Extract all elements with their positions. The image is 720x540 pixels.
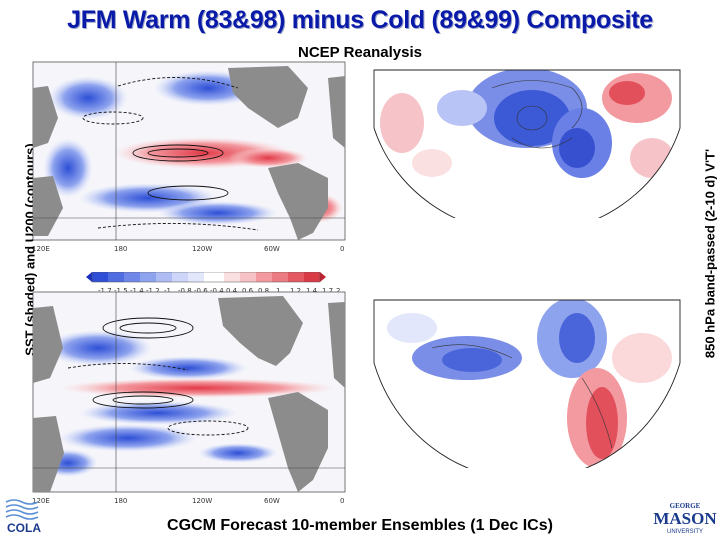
u200-contours xyxy=(67,317,249,436)
cb-label: -0.6 xyxy=(194,287,208,295)
cola-waves-icon xyxy=(5,499,39,520)
cb-label: 0.4 xyxy=(226,287,238,295)
cb-label: 1.2 xyxy=(290,287,301,295)
lon-label-60w: 60W xyxy=(264,497,280,505)
cb-label: 0.6 xyxy=(242,287,254,295)
colorbar-swatches xyxy=(86,272,326,282)
george-mason-logo: GEORGE MASON UNIVERSITY xyxy=(653,502,717,535)
cb-label: -0.8 xyxy=(178,287,192,295)
lon-label-120e: 120E xyxy=(32,497,50,505)
mason-sub-text: UNIVERSITY xyxy=(667,529,703,535)
lon-label-180: 180 xyxy=(114,497,127,505)
colorbar-tick-labels: -1.7 -1.5 -1.4 -1.2 -1 -0.8 -0.6 -0.4 0.… xyxy=(98,287,340,295)
ncep-vt-polar-map xyxy=(373,69,681,218)
ncep-sst-map: 120E 180 120W 60W 0 xyxy=(32,61,346,253)
cola-logo-text: COLA xyxy=(7,521,41,535)
cb-label: -1.2 xyxy=(146,287,160,295)
mason-top-text: GEORGE xyxy=(670,502,701,510)
lon-label-0: 0 xyxy=(340,245,344,253)
forecast-caption: CGCM Forecast 10-member Ensembles (1 Dec… xyxy=(167,517,553,534)
u200-contours xyxy=(82,77,259,231)
cb-label: -1.7 xyxy=(98,287,112,295)
reanalysis-subtitle: NCEP Reanalysis xyxy=(298,44,422,61)
lon-label-60w: 60W xyxy=(264,245,280,253)
cgcm-vt-polar-map xyxy=(373,299,681,468)
cola-logo: COLA xyxy=(5,499,41,535)
lon-label-120w: 120W xyxy=(192,245,212,253)
cb-label: 1 xyxy=(276,287,280,295)
lon-tick-labels: 120E 180 120W 60W 0 xyxy=(32,245,344,253)
lon-label-120w: 120W xyxy=(192,497,212,505)
lon-label-0: 0 xyxy=(340,497,344,505)
mason-main-text: MASON xyxy=(653,509,717,528)
land-masses xyxy=(33,296,345,492)
cb-label: -1.5 xyxy=(114,287,128,295)
slide-title: JFM Warm (83&98) minus Cold (89&99) Comp… xyxy=(67,6,653,34)
land-masses xyxy=(33,66,345,240)
lon-label-180: 180 xyxy=(114,245,127,253)
cb-label: -0.4 xyxy=(210,287,224,295)
cb-label: -1.4 xyxy=(130,287,144,295)
right-axis-label: 850 hPa band-passed (2-10 d) V'T' xyxy=(702,148,718,359)
cb-label: -1 xyxy=(164,287,171,295)
cb-label: 0.8 xyxy=(258,287,269,295)
cgcm-sst-map: 120E 180 120W 60W 0 xyxy=(32,291,346,505)
cb-label: 1.7 xyxy=(322,287,333,295)
sst-colorbar: -1.7 -1.5 -1.4 -1.2 -1 -0.8 -0.6 -0.4 0.… xyxy=(86,272,340,295)
cb-label: 1.4 xyxy=(306,287,318,295)
lon-label-120e: 120E xyxy=(32,245,50,253)
lon-tick-labels: 120E 180 120W 60W 0 xyxy=(32,497,344,505)
sst-anomalies xyxy=(43,70,343,225)
cb-label: 2 xyxy=(336,287,340,295)
